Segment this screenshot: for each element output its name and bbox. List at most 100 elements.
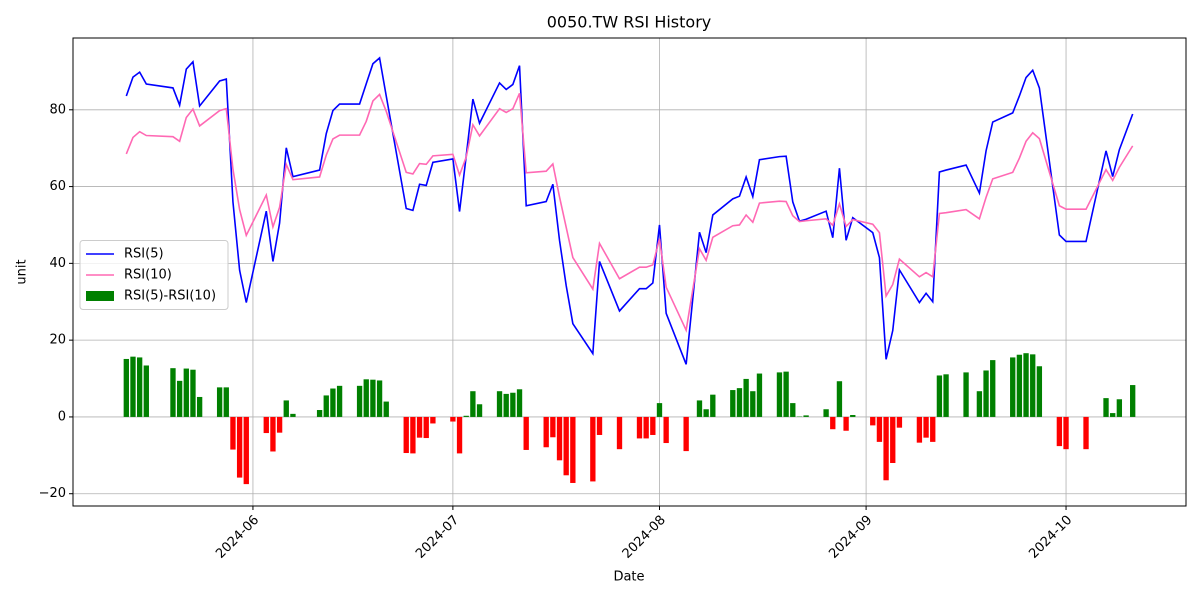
bar [216,387,223,417]
bar [643,416,649,439]
bar [976,391,983,417]
bar [636,416,643,439]
bar [370,379,376,417]
bar [423,416,429,439]
bar [930,416,936,442]
bar [870,416,876,426]
bar [190,369,196,417]
bar [830,416,836,430]
bar [570,416,576,483]
bar [496,391,503,417]
bar [456,416,463,454]
bar [743,378,749,417]
bar [283,400,289,417]
bar [470,391,476,417]
bar [943,374,949,417]
bar [823,409,829,417]
bar [836,381,843,417]
bar [196,396,203,417]
bar [410,416,416,454]
bar [756,373,763,417]
bar [263,416,269,434]
legend-box [79,240,229,310]
bar [790,403,796,417]
bar [276,416,283,433]
bar [1056,416,1063,447]
bar [330,388,336,417]
bar [883,416,889,481]
line [125,92,1134,333]
bar [123,358,129,417]
bar [503,393,509,417]
bar [363,379,369,417]
bar [136,357,143,417]
bar [550,416,556,438]
bar [130,356,136,417]
bar [170,368,176,417]
bar [290,413,296,417]
bar [876,416,883,442]
bar [650,416,656,435]
bar [1016,354,1023,417]
bar [843,416,849,431]
bar [590,416,596,482]
bar [616,416,623,450]
bar [176,380,183,417]
plot-area [73,38,1186,506]
bar [403,416,409,454]
bar [916,416,923,443]
legend-swatch [86,291,114,301]
bar [223,387,229,417]
bar [383,401,389,417]
bar [243,416,249,485]
bar [850,415,856,417]
bar [803,415,809,417]
bar [230,416,236,450]
bar [463,415,469,417]
bar [656,403,663,417]
bar [736,388,743,417]
bar [923,416,929,438]
bar [1063,416,1069,450]
legend-label: RSI(5) [124,247,164,262]
bar [710,394,716,417]
bar [143,365,149,417]
bar [543,416,549,448]
bar [556,416,563,461]
bar [1010,357,1016,417]
bar [1030,354,1036,417]
bar [1023,353,1029,417]
axes-frame [72,37,1187,507]
bar [430,416,436,424]
y-tick-label: 0 [58,409,66,424]
bar [683,416,689,452]
bar [1083,416,1089,450]
x-axis-label: Date [613,570,644,585]
bar [896,416,903,428]
bar [356,385,363,417]
bar [663,416,669,444]
bar [416,416,423,438]
bar [1130,385,1136,417]
y-tick-label: 20 [49,333,66,348]
chart-title: 0050.TW RSI History [547,13,711,32]
bar [596,416,603,435]
bar [983,370,989,417]
bar [316,410,323,417]
bar [1116,399,1123,417]
legend-label: RSI(10) [124,268,172,283]
bar [450,416,456,422]
bar [1110,413,1116,417]
bar [730,390,736,417]
legend-label: RSI(5)-RSI(10) [124,289,216,304]
y-tick-label: −20 [39,486,66,501]
bar [523,416,529,450]
bar [183,368,189,417]
bar [776,372,783,417]
y-tick-label: 60 [49,179,66,194]
bar [376,380,383,417]
bar [270,416,276,452]
bar [236,416,243,478]
